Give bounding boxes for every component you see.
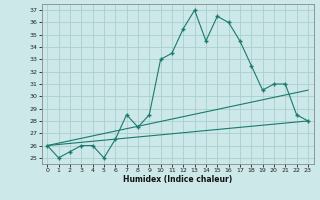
X-axis label: Humidex (Indice chaleur): Humidex (Indice chaleur) xyxy=(123,175,232,184)
